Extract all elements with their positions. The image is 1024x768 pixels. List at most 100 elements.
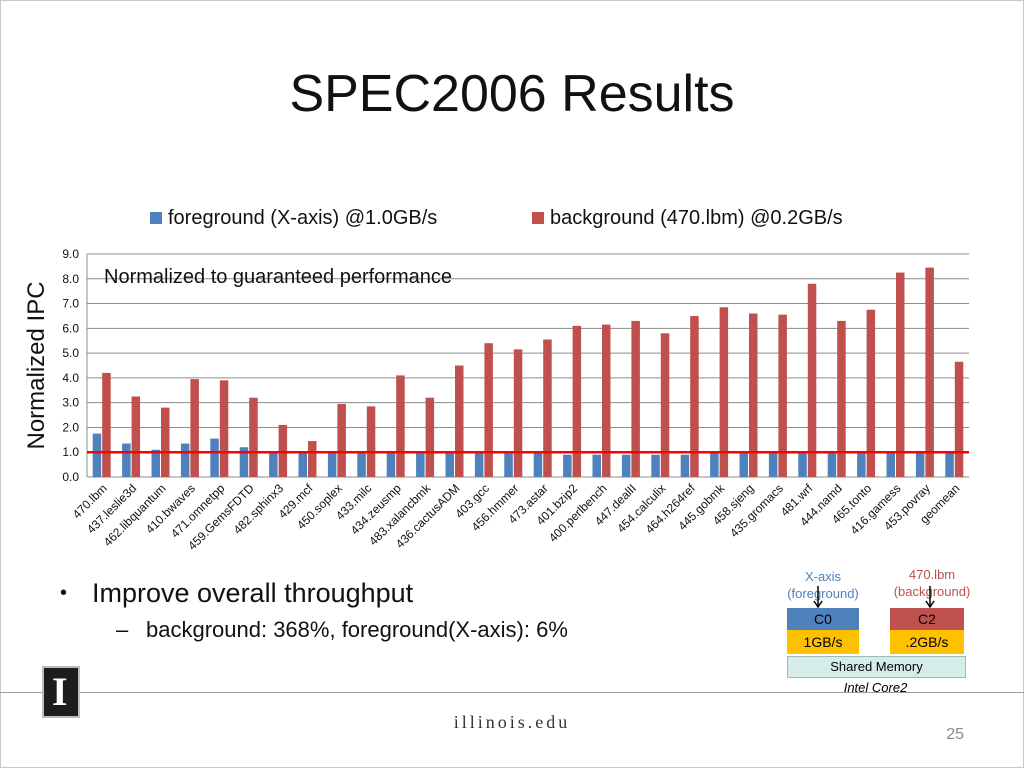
bar-background xyxy=(249,397,258,477)
bar-foreground xyxy=(357,452,366,477)
university-logo: I xyxy=(42,666,80,718)
y-tick-label: 8.0 xyxy=(62,272,79,286)
chart-annotation: Normalized to guaranteed performance xyxy=(104,266,452,288)
footer-divider xyxy=(0,692,1024,693)
bar-foreground xyxy=(474,452,484,477)
bar-foreground xyxy=(327,452,337,477)
bar-background xyxy=(308,441,317,477)
bar-background xyxy=(837,320,846,477)
y-tick-label: 7.0 xyxy=(62,297,79,311)
bar-background xyxy=(484,343,493,477)
bar-foreground xyxy=(416,453,425,477)
bar-foreground xyxy=(239,447,249,477)
bar-foreground xyxy=(92,433,102,477)
bar-background xyxy=(161,407,170,477)
sub-bullet-text: background: 368%, foreground(X-axis): 6% xyxy=(146,617,568,642)
core-c2: C2 xyxy=(890,608,964,630)
bandwidth-c2: .2GB/s xyxy=(890,630,964,654)
bar-background xyxy=(219,380,229,477)
logo-letter: I xyxy=(52,669,68,714)
arrowhead-icon xyxy=(813,600,823,609)
y-tick-label: 9.0 xyxy=(62,247,79,261)
bar-foreground xyxy=(122,443,131,477)
bar-foreground xyxy=(710,452,719,477)
bar-foreground xyxy=(386,452,396,477)
bar-background xyxy=(866,309,876,477)
bar-foreground xyxy=(269,452,278,477)
bullet-list: • Improve overall throughput – backgroun… xyxy=(60,578,568,643)
bar-background xyxy=(778,314,787,477)
bar-background xyxy=(719,307,729,477)
bar-foreground xyxy=(298,452,307,477)
bullet-dot-icon: • xyxy=(60,582,68,604)
arrows xyxy=(813,586,935,609)
sub-bullet-item: – background: 368%, foreground(X-axis): … xyxy=(116,617,568,643)
bar-foreground xyxy=(680,454,690,477)
foreground-label: X-axis (foreground) xyxy=(770,568,876,602)
y-tick-label: 1.0 xyxy=(62,445,79,459)
foreground-label-line1: X-axis xyxy=(804,569,842,584)
bar-background xyxy=(690,315,699,477)
bar-background xyxy=(543,339,552,477)
bar-background xyxy=(396,375,405,477)
legend-swatch xyxy=(532,212,544,224)
bar-foreground xyxy=(827,453,837,477)
bar-foreground xyxy=(180,443,190,477)
legend-label: foreground (X-axis) @1.0GB/s xyxy=(168,207,437,229)
bar-foreground xyxy=(915,453,925,477)
bar-background xyxy=(954,361,964,477)
bar-background xyxy=(513,349,523,477)
legend-label: background (470.lbm) @0.2GB/s xyxy=(550,207,843,229)
bar-background xyxy=(131,396,141,477)
bar-background xyxy=(631,320,640,477)
y-tick-label: 4.0 xyxy=(62,371,79,385)
bar-background xyxy=(102,372,111,477)
bar-foreground xyxy=(563,454,572,477)
system-diagram: X-axis (foreground) 470.lbm (background)… xyxy=(770,562,980,702)
bar-foreground xyxy=(651,454,660,477)
bar-foreground xyxy=(210,438,219,477)
page-number: 25 xyxy=(946,726,964,743)
bar-foreground xyxy=(739,453,748,477)
bar-foreground xyxy=(886,453,895,477)
bandwidth-c0: 1GB/s xyxy=(787,630,859,654)
footer-site: illinois.edu xyxy=(453,712,571,732)
core-c0: C0 xyxy=(787,608,859,630)
bar-background xyxy=(807,283,817,477)
bar-background xyxy=(925,267,934,477)
bullet-item: • Improve overall throughput xyxy=(60,578,568,609)
bar-background xyxy=(366,406,376,477)
bar-background xyxy=(572,325,582,477)
bar-background xyxy=(190,379,199,477)
bar-background xyxy=(602,324,611,477)
bar-background xyxy=(455,365,464,477)
y-axis-label: Normalized IPC xyxy=(23,281,50,449)
bar-foreground xyxy=(621,454,631,477)
arrowhead-icon xyxy=(925,600,935,609)
y-tick-label: 5.0 xyxy=(62,346,79,360)
bar-foreground xyxy=(592,454,601,477)
background-label-line2: (background) xyxy=(893,584,971,599)
background-label: 470.lbm (background) xyxy=(882,566,982,600)
y-tick-label: 6.0 xyxy=(62,321,79,335)
slide-title: SPEC2006 Results xyxy=(289,65,735,123)
bar-foreground xyxy=(445,453,454,477)
y-tick-label: 2.0 xyxy=(62,420,79,434)
bar-foreground xyxy=(533,453,543,477)
bar-background xyxy=(896,272,905,477)
cpu-label: Intel Core2 xyxy=(843,680,908,695)
bar-chart: 0.01.02.03.04.05.06.07.08.09.0470.lbm437… xyxy=(23,207,969,553)
dash-icon: – xyxy=(116,617,129,642)
foreground-label-line2: (foreground) xyxy=(787,586,859,601)
bar-foreground xyxy=(798,452,807,477)
legend-swatch xyxy=(150,212,162,224)
bar-foreground xyxy=(945,450,954,477)
bullet-text: Improve overall throughput xyxy=(92,578,414,608)
bar-background xyxy=(749,313,758,477)
bar-background xyxy=(660,333,670,477)
bar-foreground xyxy=(151,449,160,477)
bar-foreground xyxy=(768,453,778,477)
bar-foreground xyxy=(857,452,866,477)
bar-background xyxy=(425,397,435,477)
y-tick-label: 0.0 xyxy=(62,470,79,484)
